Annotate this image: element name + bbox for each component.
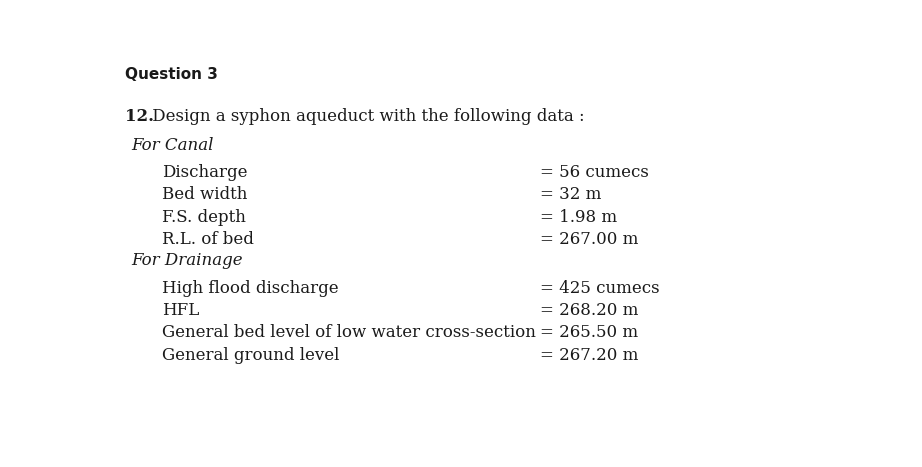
Text: = 268.20 m: = 268.20 m: [540, 302, 639, 319]
Text: High flood discharge: High flood discharge: [161, 280, 338, 297]
Text: = 425 cumecs: = 425 cumecs: [540, 280, 660, 297]
Text: = 267.00 m: = 267.00 m: [540, 231, 639, 248]
Text: = 1.98 m: = 1.98 m: [540, 208, 618, 226]
Text: F.S. depth: F.S. depth: [161, 208, 245, 226]
Text: = 265.50 m: = 265.50 m: [540, 324, 639, 341]
Text: Discharge: Discharge: [161, 164, 247, 181]
Text: For Canal: For Canal: [131, 137, 214, 154]
Text: General ground level: General ground level: [161, 347, 339, 364]
Text: HFL: HFL: [161, 302, 199, 319]
Text: = 267.20 m: = 267.20 m: [540, 347, 639, 364]
Text: = 32 m: = 32 m: [540, 186, 602, 203]
Text: Bed width: Bed width: [161, 186, 247, 203]
Text: Question 3: Question 3: [124, 67, 218, 82]
Text: For Drainage: For Drainage: [131, 252, 242, 269]
Text: General bed level of low water cross-section: General bed level of low water cross-sec…: [161, 324, 536, 341]
Text: R.L. of bed: R.L. of bed: [161, 231, 254, 248]
Text: = 56 cumecs: = 56 cumecs: [540, 164, 649, 181]
Text: 12.: 12.: [124, 108, 154, 125]
Text: Design a syphon aqueduct with the following data :: Design a syphon aqueduct with the follow…: [148, 108, 585, 125]
